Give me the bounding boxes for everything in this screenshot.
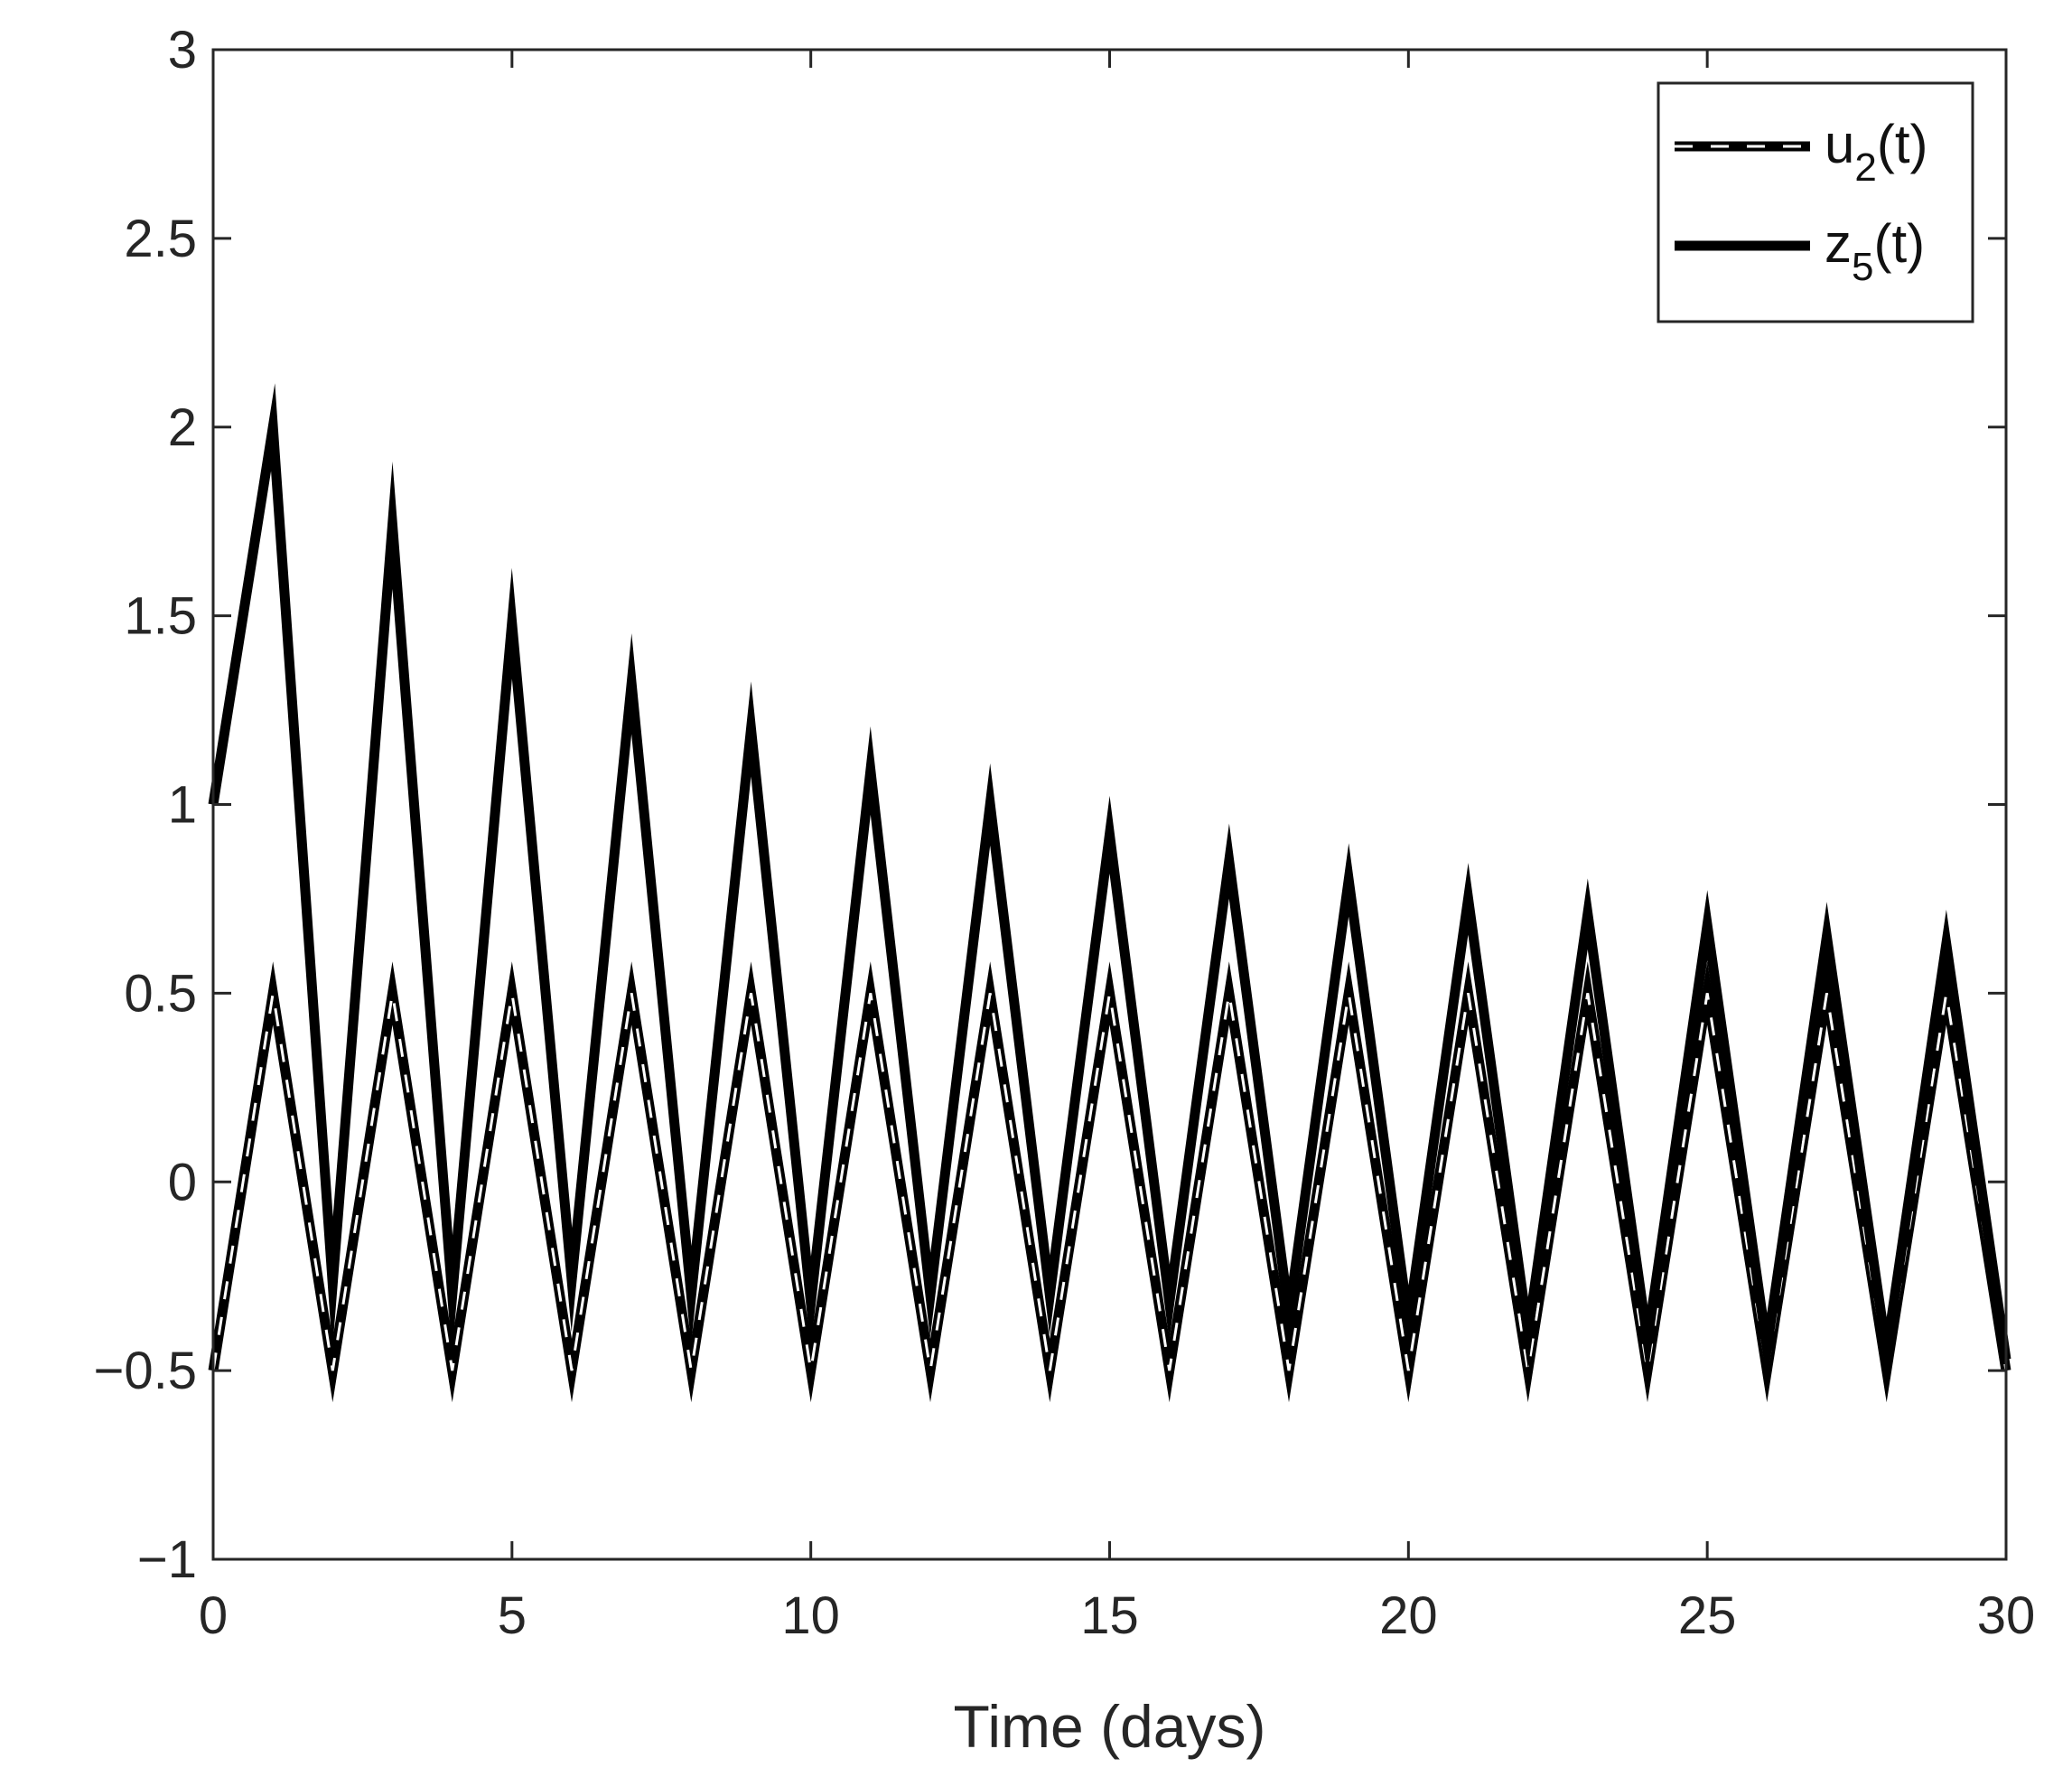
legend: u2(t) z5(t) bbox=[1657, 81, 1974, 323]
series-dash-overlay-1 bbox=[211, 993, 2008, 1371]
plot-layer bbox=[208, 383, 2011, 1403]
y-tick-label: 3 bbox=[168, 21, 197, 79]
y-tick-label: 1 bbox=[168, 776, 197, 835]
legend-label-1: u2(t) bbox=[1825, 114, 1928, 190]
x-tick-label: 30 bbox=[1977, 1586, 2036, 1645]
x-tick-label: 10 bbox=[781, 1586, 840, 1645]
legend-label-2: z5(t) bbox=[1825, 213, 1925, 289]
y-tick-label: 0.5 bbox=[124, 964, 197, 1023]
y-tick-label: 0 bbox=[168, 1153, 197, 1211]
y-tick-label: 2.5 bbox=[124, 210, 197, 268]
y-tick-label: 2 bbox=[168, 398, 197, 457]
x-tick-label: 15 bbox=[1080, 1586, 1139, 1645]
y-tick-label: −1 bbox=[137, 1530, 197, 1589]
legend-box bbox=[1657, 81, 1974, 323]
x-tick-label: 0 bbox=[199, 1586, 228, 1645]
axes-layer: 0 5 10 15 20 25 30 −1 −0.5 0 0.5 1 1.5 2 2.5 3 bbox=[94, 21, 2036, 1645]
y-tick-label: 1.5 bbox=[124, 587, 197, 646]
x-tick-label: 20 bbox=[1379, 1586, 1438, 1645]
x-tick-label: 25 bbox=[1678, 1586, 1737, 1645]
x-tick-label: 5 bbox=[498, 1586, 527, 1645]
series-line-2 bbox=[208, 383, 2011, 1387]
x-axis-label: Time (days) bbox=[954, 1693, 1266, 1760]
y-tick-label: −0.5 bbox=[94, 1342, 198, 1400]
